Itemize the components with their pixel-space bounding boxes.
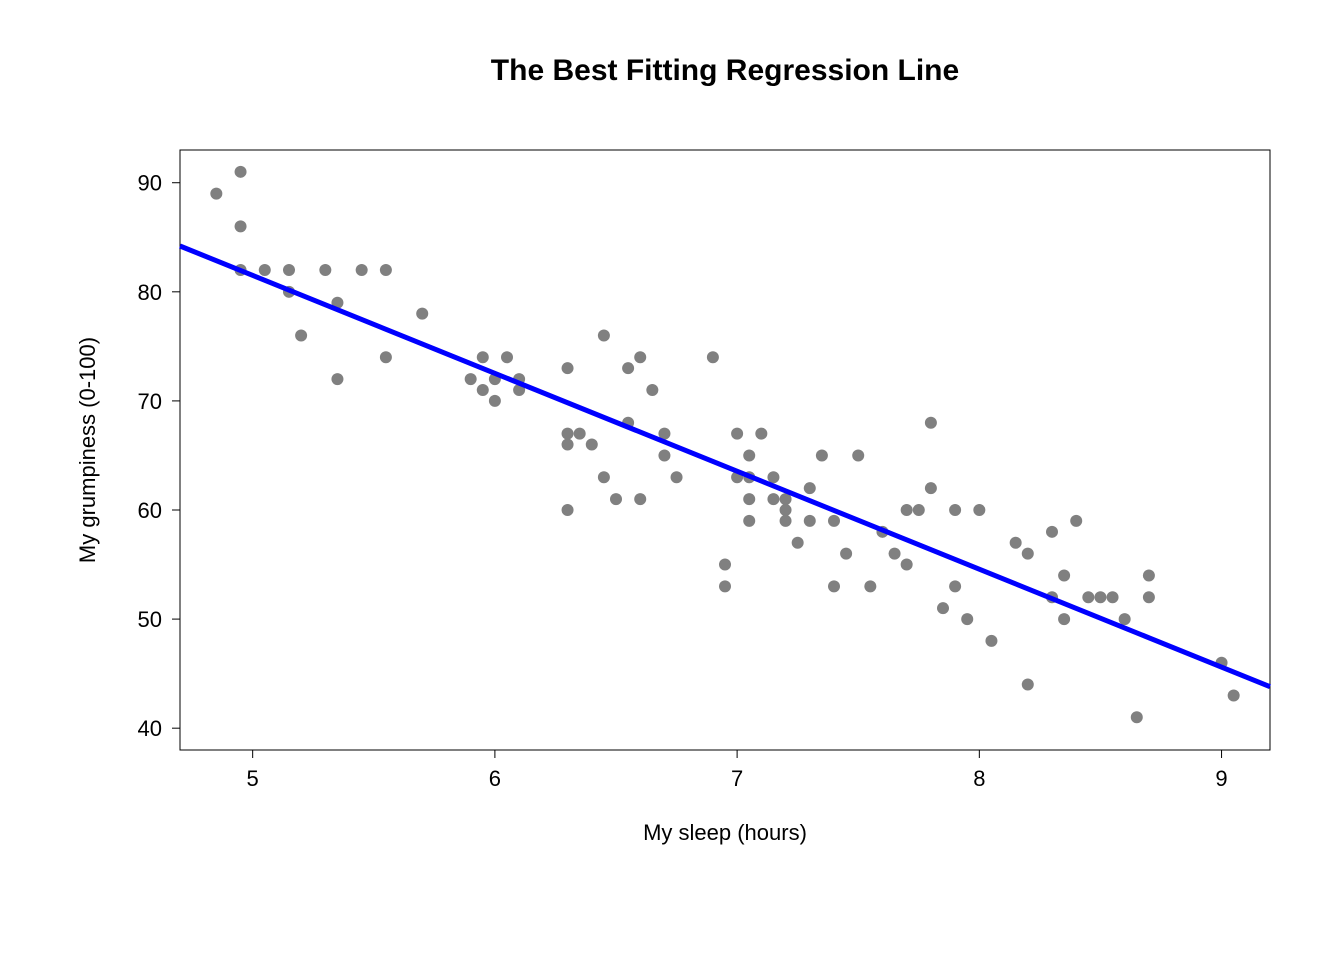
data-point	[574, 428, 586, 440]
data-point	[973, 504, 985, 516]
data-point	[780, 515, 792, 527]
data-point	[1143, 591, 1155, 603]
data-point	[416, 308, 428, 320]
y-tick-label: 70	[138, 389, 162, 414]
regression-scatter-chart: The Best Fitting Regression Line 5 6 7 8 9 40 5…	[0, 0, 1344, 960]
data-point	[767, 493, 779, 505]
data-point	[961, 613, 973, 625]
data-point	[1022, 548, 1034, 560]
y-axis-label: My grumpiness (0-100)	[75, 337, 100, 563]
data-point	[719, 580, 731, 592]
data-point	[295, 329, 307, 341]
data-point	[477, 351, 489, 363]
data-point	[235, 166, 247, 178]
y-tick-label: 90	[138, 171, 162, 196]
data-point	[562, 362, 574, 374]
data-point	[743, 515, 755, 527]
data-point	[864, 580, 876, 592]
data-point	[598, 471, 610, 483]
data-point	[562, 504, 574, 516]
y-tick-label: 50	[138, 607, 162, 632]
data-point	[501, 351, 513, 363]
data-point	[380, 264, 392, 276]
data-point	[852, 449, 864, 461]
data-point	[743, 449, 755, 461]
data-point	[380, 351, 392, 363]
data-point	[210, 188, 222, 200]
data-point	[646, 384, 658, 396]
data-point	[1058, 613, 1070, 625]
data-point	[331, 373, 343, 385]
data-point	[985, 635, 997, 647]
data-point	[901, 559, 913, 571]
data-point	[634, 351, 646, 363]
data-point	[586, 439, 598, 451]
data-point	[610, 493, 622, 505]
data-point	[937, 602, 949, 614]
data-point	[1046, 526, 1058, 538]
data-point	[1119, 613, 1131, 625]
data-point	[598, 329, 610, 341]
data-point	[356, 264, 368, 276]
data-point	[792, 537, 804, 549]
data-point	[925, 482, 937, 494]
x-axis-label: My sleep (hours)	[643, 820, 807, 845]
data-point	[767, 471, 779, 483]
data-point	[477, 384, 489, 396]
x-tick-label: 8	[973, 766, 985, 791]
regression-line	[180, 246, 1270, 687]
data-point	[804, 482, 816, 494]
x-tick-label: 5	[247, 766, 259, 791]
data-point	[1228, 689, 1240, 701]
x-tick-label: 9	[1215, 766, 1227, 791]
data-point	[731, 428, 743, 440]
data-point	[1058, 569, 1070, 581]
data-point	[828, 515, 840, 527]
data-point	[562, 428, 574, 440]
data-point	[1107, 591, 1119, 603]
data-point	[719, 559, 731, 571]
data-point	[913, 504, 925, 516]
scatter-points	[210, 166, 1239, 723]
data-point	[743, 493, 755, 505]
data-point	[283, 264, 295, 276]
data-point	[804, 515, 816, 527]
plot-border	[180, 150, 1270, 750]
data-point	[489, 395, 501, 407]
data-point	[319, 264, 331, 276]
y-tick-label: 60	[138, 498, 162, 523]
data-point	[949, 504, 961, 516]
data-point	[465, 373, 477, 385]
data-point	[1131, 711, 1143, 723]
data-point	[755, 428, 767, 440]
data-point	[634, 493, 646, 505]
y-tick-label: 80	[138, 280, 162, 305]
data-point	[1010, 537, 1022, 549]
data-point	[259, 264, 271, 276]
data-point	[658, 449, 670, 461]
data-point	[840, 548, 852, 560]
data-point	[1082, 591, 1094, 603]
data-point	[671, 471, 683, 483]
data-point	[901, 504, 913, 516]
data-point	[562, 439, 574, 451]
data-point	[1143, 569, 1155, 581]
data-point	[889, 548, 901, 560]
data-point	[1022, 679, 1034, 691]
data-point	[622, 362, 634, 374]
data-point	[1094, 591, 1106, 603]
data-point	[949, 580, 961, 592]
data-point	[235, 220, 247, 232]
data-point	[1070, 515, 1082, 527]
data-point	[925, 417, 937, 429]
y-tick-label: 40	[138, 716, 162, 741]
x-tick-label: 6	[489, 766, 501, 791]
data-point	[828, 580, 840, 592]
x-tick-label: 7	[731, 766, 743, 791]
data-point	[780, 504, 792, 516]
chart-title: The Best Fitting Regression Line	[491, 54, 959, 87]
data-point	[816, 449, 828, 461]
data-point	[707, 351, 719, 363]
